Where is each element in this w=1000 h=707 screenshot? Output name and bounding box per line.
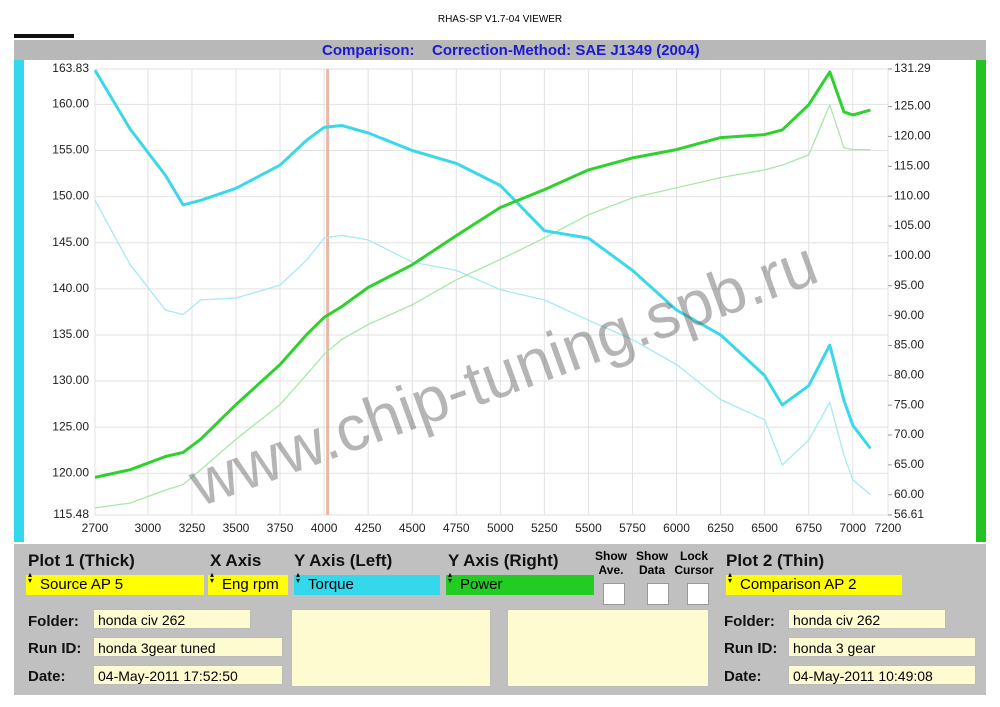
- show-data-label: Show Data: [636, 549, 668, 577]
- y-tick-label: 160.00: [52, 97, 89, 111]
- x-tick-label: 5500: [575, 521, 602, 535]
- y-tick-label: 115.48: [53, 507, 89, 521]
- comparison-dropdown[interactable]: Comparison AP 2: [726, 572, 902, 595]
- run-id-label-2: Run ID:: [724, 640, 778, 657]
- series-line: [94, 199, 871, 495]
- y2-tick-label: 115.00: [894, 158, 930, 172]
- chart: 2700 3000 3250 3500 3750 4000 4250 4500 4750 5000…: [52, 61, 932, 536]
- x-tick-label: 5750: [619, 521, 646, 535]
- series-line: [94, 104, 871, 509]
- y-tick-label: 130.00: [52, 373, 89, 387]
- header-right: Correction-Method: SAE J1349 (2004): [432, 42, 700, 59]
- x-tick-label: 4250: [355, 521, 382, 535]
- window-title: RHAS-SP V1.7-04 VIEWER: [437, 14, 563, 25]
- x-tick-label: 6500: [751, 521, 778, 535]
- y-tick-label: 163.83: [52, 61, 89, 75]
- menu-bar: [14, 34, 74, 38]
- series-line: [93, 69, 872, 450]
- y2-tick-label: 56.61: [894, 507, 924, 521]
- y-tick-label: 120.00: [52, 465, 89, 479]
- plot1-folder: honda civ 262: [93, 609, 251, 629]
- plot2-label: Plot 2 (Thin): [726, 551, 825, 570]
- y2-tick-label: 75.00: [894, 397, 924, 411]
- date-label: Date:: [28, 668, 66, 685]
- show-data-checkbox[interactable]: [647, 583, 669, 605]
- right-axis-bar: [976, 60, 986, 542]
- x-tick-label: 5000: [487, 521, 514, 535]
- plot1-label: Plot 1 (Thick): [28, 551, 135, 570]
- x-tick-label: 7200: [875, 521, 902, 535]
- plot1-run-id: honda 3gear tuned: [93, 637, 283, 657]
- y2-tick-label: 131.29: [894, 61, 931, 75]
- lock-cursor-checkbox[interactable]: [687, 583, 709, 605]
- y2-tick-label: 60.00: [894, 487, 924, 501]
- y-right-dropdown[interactable]: Power: [446, 572, 594, 595]
- x-tick-label: 3000: [135, 521, 162, 535]
- x-tick-label: 7000: [839, 521, 866, 535]
- x-axis-dropdown[interactable]: Eng rpm: [208, 572, 288, 595]
- y-tick-label: 135.00: [52, 327, 89, 341]
- x-tick-label: 3750: [267, 521, 294, 535]
- x-tick-label: 4500: [399, 521, 426, 535]
- y-tick-label: 150.00: [52, 189, 89, 203]
- plot2-run-id: honda 3 gear: [788, 637, 976, 657]
- source-dropdown[interactable]: Source AP 5: [26, 572, 204, 595]
- x-tick-label: 5250: [531, 521, 558, 535]
- info-box-1: [291, 609, 491, 687]
- y-tick-label: 145.00: [52, 235, 89, 249]
- y-tick-label: 155.00: [52, 143, 89, 157]
- x-tick-label: 4000: [311, 521, 338, 535]
- y2-tick-label: 105.00: [894, 218, 931, 232]
- x-tick-label: 3250: [179, 521, 206, 535]
- y2-tick-label: 120.00: [894, 129, 931, 143]
- y-left-label: Y Axis (Left): [294, 551, 393, 570]
- x-tick-label: 6250: [707, 521, 734, 535]
- y-right-label: Y Axis (Right): [448, 551, 559, 570]
- info-box-2: [507, 609, 709, 687]
- header-left: Comparison:: [322, 42, 415, 59]
- y-tick-label: 140.00: [52, 281, 89, 295]
- y2-tick-label: 80.00: [894, 367, 924, 381]
- x-tick-label: 4750: [443, 521, 470, 535]
- run-id-label: Run ID:: [28, 640, 82, 657]
- y2-tick-label: 100.00: [894, 248, 931, 262]
- y2-tick-label: 110.00: [894, 188, 930, 202]
- y2-tick-label: 85.00: [894, 338, 924, 352]
- show-ave-label: Show Ave.: [595, 549, 627, 577]
- y2-tick-label: 70.00: [894, 427, 924, 441]
- plot1-date: 04-May-2011 17:52:50: [93, 665, 283, 685]
- y-left-dropdown[interactable]: Torque: [294, 572, 440, 595]
- folder-label-2: Folder:: [724, 613, 775, 630]
- x-tick-label: 3500: [223, 521, 250, 535]
- date-label-2: Date:: [724, 668, 762, 685]
- plot2-date: 04-May-2011 10:49:08: [788, 665, 976, 685]
- x-tick-label: 6000: [663, 521, 690, 535]
- y2-tick-label: 125.00: [894, 99, 931, 113]
- y2-tick-label: 90.00: [894, 308, 924, 322]
- plot2-folder: honda civ 262: [788, 609, 946, 629]
- series-line: [94, 70, 871, 479]
- header-bar: [14, 40, 986, 60]
- left-axis-bar: [14, 60, 24, 542]
- y-tick-label: 125.00: [52, 419, 89, 433]
- show-ave-checkbox[interactable]: [603, 583, 625, 605]
- x-tick-label: 6750: [795, 521, 822, 535]
- x-axis-label: X Axis: [210, 551, 262, 570]
- y2-tick-label: 65.00: [894, 457, 924, 471]
- lock-cursor-label: Lock Cursor: [674, 549, 714, 577]
- x-tick-label: 2700: [82, 521, 109, 535]
- folder-label: Folder:: [28, 613, 79, 630]
- y2-tick-label: 95.00: [894, 278, 924, 292]
